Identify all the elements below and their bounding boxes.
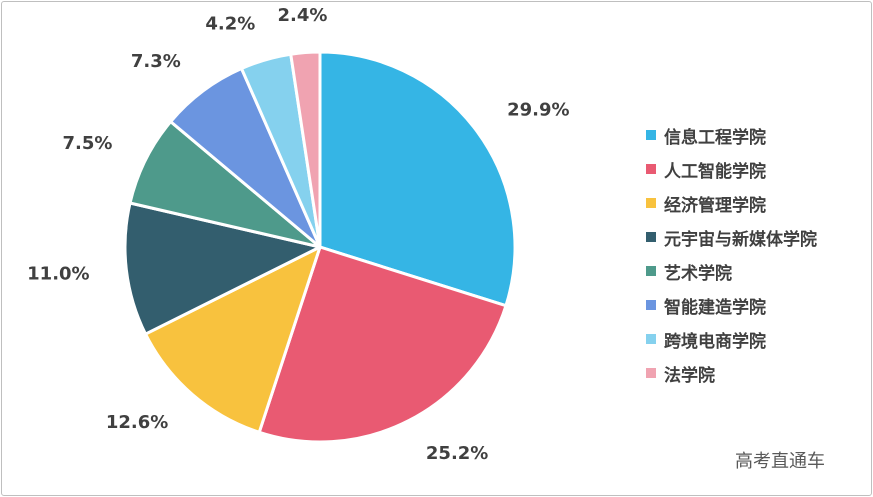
legend-label: 元宇宙与新媒体学院 (664, 229, 817, 250)
legend-swatch (646, 334, 656, 344)
legend-item-art: 艺术学院 (646, 254, 817, 288)
legend-item-ai: 人工智能学院 (646, 152, 817, 186)
data-label-smart-build: 7.3% (131, 51, 181, 72)
legend-label: 跨境电商学院 (664, 331, 766, 352)
legend-label: 法学院 (664, 365, 715, 386)
watermark-text: 高考直通车 (735, 451, 825, 472)
legend-label: 人工智能学院 (664, 161, 766, 182)
data-label-art: 7.5% (62, 133, 112, 154)
legend-item-law: 法学院 (646, 356, 817, 390)
pie-slice-ai (257, 245, 508, 444)
legend-swatch (646, 130, 656, 140)
pie-slice-info-eng (318, 50, 517, 308)
legend-item-econ-mgmt: 经济管理学院 (646, 186, 817, 220)
chart-legend: 信息工程学院 人工智能学院 经济管理学院元宇宙与新媒体学院 艺术学院智能建造学院 跨境电… (646, 118, 817, 390)
legend-item-smart-build: 智能建造学院 (646, 288, 817, 322)
pie-slice-law (289, 50, 322, 249)
legend-swatch (646, 300, 656, 310)
legend-swatch (646, 164, 656, 174)
data-label-econ-mgmt: 12.6% (106, 412, 168, 433)
legend-label: 智能建造学院 (664, 297, 766, 318)
data-label-law: 2.4% (278, 5, 328, 26)
pie-slice-econ-mgmt (144, 245, 322, 434)
legend-label: 艺术学院 (664, 263, 732, 284)
data-label-cross-border: 4.2% (205, 14, 255, 35)
legend-swatch (646, 232, 656, 242)
legend-swatch (646, 368, 656, 378)
legend-item-info-eng: 信息工程学院 (646, 118, 817, 152)
data-label-info-eng: 29.9% (507, 99, 569, 120)
data-label-ai: 25.2% (426, 443, 488, 464)
legend-label: 经济管理学院 (664, 195, 766, 216)
legend-label: 信息工程学院 (664, 127, 766, 148)
legend-item-metaverse-media: 元宇宙与新媒体学院 (646, 220, 817, 254)
data-label-metaverse-media: 11.0% (27, 264, 89, 285)
legend-swatch (646, 198, 656, 208)
legend-item-cross-border: 跨境电商学院 (646, 322, 817, 356)
legend-swatch (646, 266, 656, 276)
